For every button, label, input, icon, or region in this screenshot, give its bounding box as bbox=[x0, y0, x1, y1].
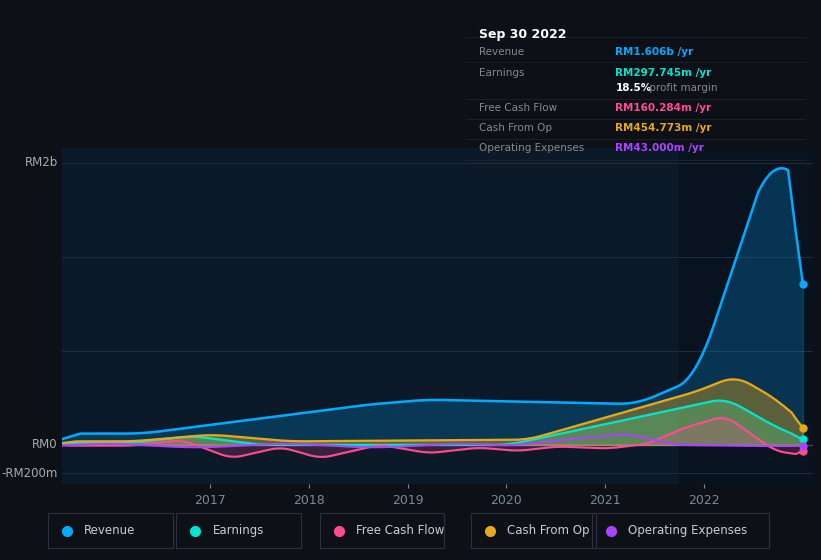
Text: RM0: RM0 bbox=[32, 438, 57, 451]
Text: RM454.773m /yr: RM454.773m /yr bbox=[616, 123, 712, 133]
Bar bbox=[679, 148, 813, 484]
Text: Cash From Op: Cash From Op bbox=[507, 524, 589, 537]
Text: Free Cash Flow: Free Cash Flow bbox=[479, 103, 557, 113]
Bar bbox=[48, 513, 172, 548]
Text: Sep 30 2022: Sep 30 2022 bbox=[479, 28, 566, 41]
Text: RM160.284m /yr: RM160.284m /yr bbox=[616, 103, 712, 113]
Text: profit margin: profit margin bbox=[646, 83, 718, 94]
Text: Earnings: Earnings bbox=[213, 524, 264, 537]
Text: Operating Expenses: Operating Expenses bbox=[479, 143, 585, 153]
Bar bbox=[320, 513, 444, 548]
Text: Operating Expenses: Operating Expenses bbox=[628, 524, 747, 537]
Text: RM43.000m /yr: RM43.000m /yr bbox=[616, 143, 704, 153]
Text: Revenue: Revenue bbox=[85, 524, 135, 537]
Text: 18.5%: 18.5% bbox=[616, 83, 652, 94]
Bar bbox=[471, 513, 595, 548]
Text: -RM200m: -RM200m bbox=[2, 466, 57, 479]
Text: RM1.606b /yr: RM1.606b /yr bbox=[616, 48, 694, 58]
Bar bbox=[592, 513, 769, 548]
Text: Revenue: Revenue bbox=[479, 48, 525, 58]
Bar bbox=[177, 513, 301, 548]
Text: RM297.745m /yr: RM297.745m /yr bbox=[616, 68, 712, 78]
Text: RM2b: RM2b bbox=[25, 156, 57, 169]
Text: Earnings: Earnings bbox=[479, 68, 525, 78]
Text: Cash From Op: Cash From Op bbox=[479, 123, 553, 133]
Text: Free Cash Flow: Free Cash Flow bbox=[356, 524, 444, 537]
